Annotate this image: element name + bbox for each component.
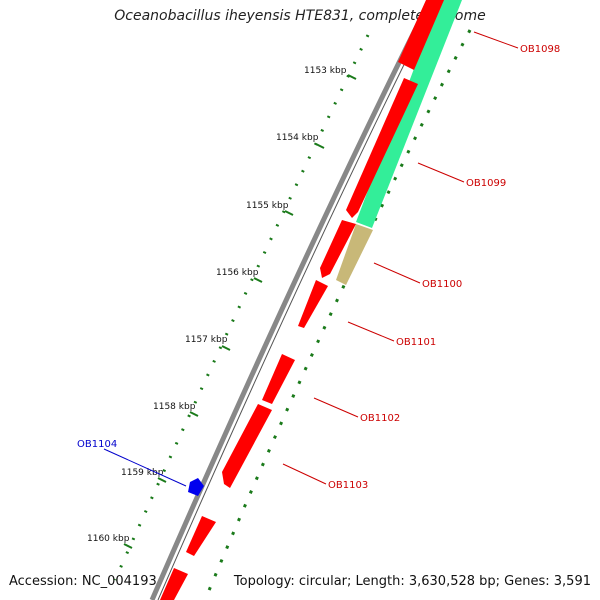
tick-label-1160: 1160 kbp <box>87 534 130 544</box>
gene-labels: OB1098 OB1099 OB1100 OB1101 OB1102 OB110… <box>77 44 560 491</box>
genome-backbone-inner <box>157 0 437 600</box>
gene-feature-khaki <box>336 224 373 285</box>
tick-labels: 1153 kbp 1154 kbp 1155 kbp 1156 kbp 1157… <box>87 66 347 544</box>
tick-label-1158: 1158 kbp <box>153 402 196 412</box>
map-title: Oceanobacillus iheyensis HTE831, complet… <box>114 8 486 24</box>
genome-summary-text: Topology: circular; Length: 3,630,528 bp… <box>233 574 591 589</box>
tick-label-1154: 1154 kbp <box>276 133 319 143</box>
gene-feature-red-1 <box>398 0 444 70</box>
gene-feature-green <box>356 0 462 228</box>
genome-backbone <box>149 0 433 600</box>
gene-label-ob1098: OB1098 <box>520 44 560 55</box>
gene-label-ob1104: OB1104 <box>77 439 117 450</box>
gene-feature-red-4 <box>298 280 328 328</box>
gene-leader-line-blue <box>103 448 187 487</box>
gene-feature-red-2 <box>346 78 418 218</box>
gc-dotted-track-outer <box>203 29 472 600</box>
gene-label-ob1099: OB1099 <box>466 178 506 189</box>
tick-label-1155: 1155 kbp <box>246 201 289 211</box>
gene-feature-red-3 <box>320 220 356 278</box>
tick-marks <box>123 74 357 549</box>
gene-label-ob1101: OB1101 <box>396 337 436 348</box>
accession-text: Accession: NC_004193 <box>9 574 157 589</box>
gene-feature-blue <box>188 478 204 496</box>
gene-label-ob1100: OB1100 <box>422 279 462 290</box>
gene-feature-red-7 <box>186 516 216 556</box>
gene-label-ob1102: OB1102 <box>360 413 400 424</box>
tick-label-1157: 1157 kbp <box>185 335 228 345</box>
gene-feature-red-8 <box>160 568 188 600</box>
gene-feature-red-5 <box>262 354 295 404</box>
gene-feature-red-6 <box>222 404 272 488</box>
gene-label-ob1103: OB1103 <box>328 480 368 491</box>
gc-dotted-track-inner <box>113 34 370 581</box>
tick-label-1153: 1153 kbp <box>304 66 347 76</box>
tick-label-1156: 1156 kbp <box>216 268 259 278</box>
gene-leader-lines <box>282 31 519 485</box>
tick-label-1159: 1159 kbp <box>121 468 164 478</box>
